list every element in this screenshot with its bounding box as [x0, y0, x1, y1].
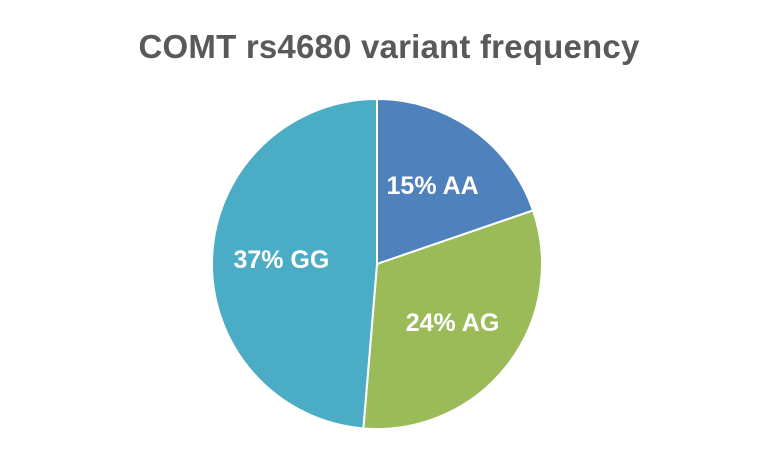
pie-slice-aa	[376, 97, 535, 266]
pie-slices	[211, 97, 543, 430]
data-label-ag: 24% AG	[406, 309, 500, 337]
data-label-aa: 15% AA	[387, 172, 479, 200]
chart-title: COMT rs4680 variant frequency	[138, 28, 640, 65]
pie-slice-gg	[211, 97, 378, 430]
pie-slice-ag	[362, 209, 543, 430]
data-label-gg: 37% GG	[233, 246, 329, 274]
pie-labels: 15% AA 24% AG 37% GG	[233, 172, 499, 337]
